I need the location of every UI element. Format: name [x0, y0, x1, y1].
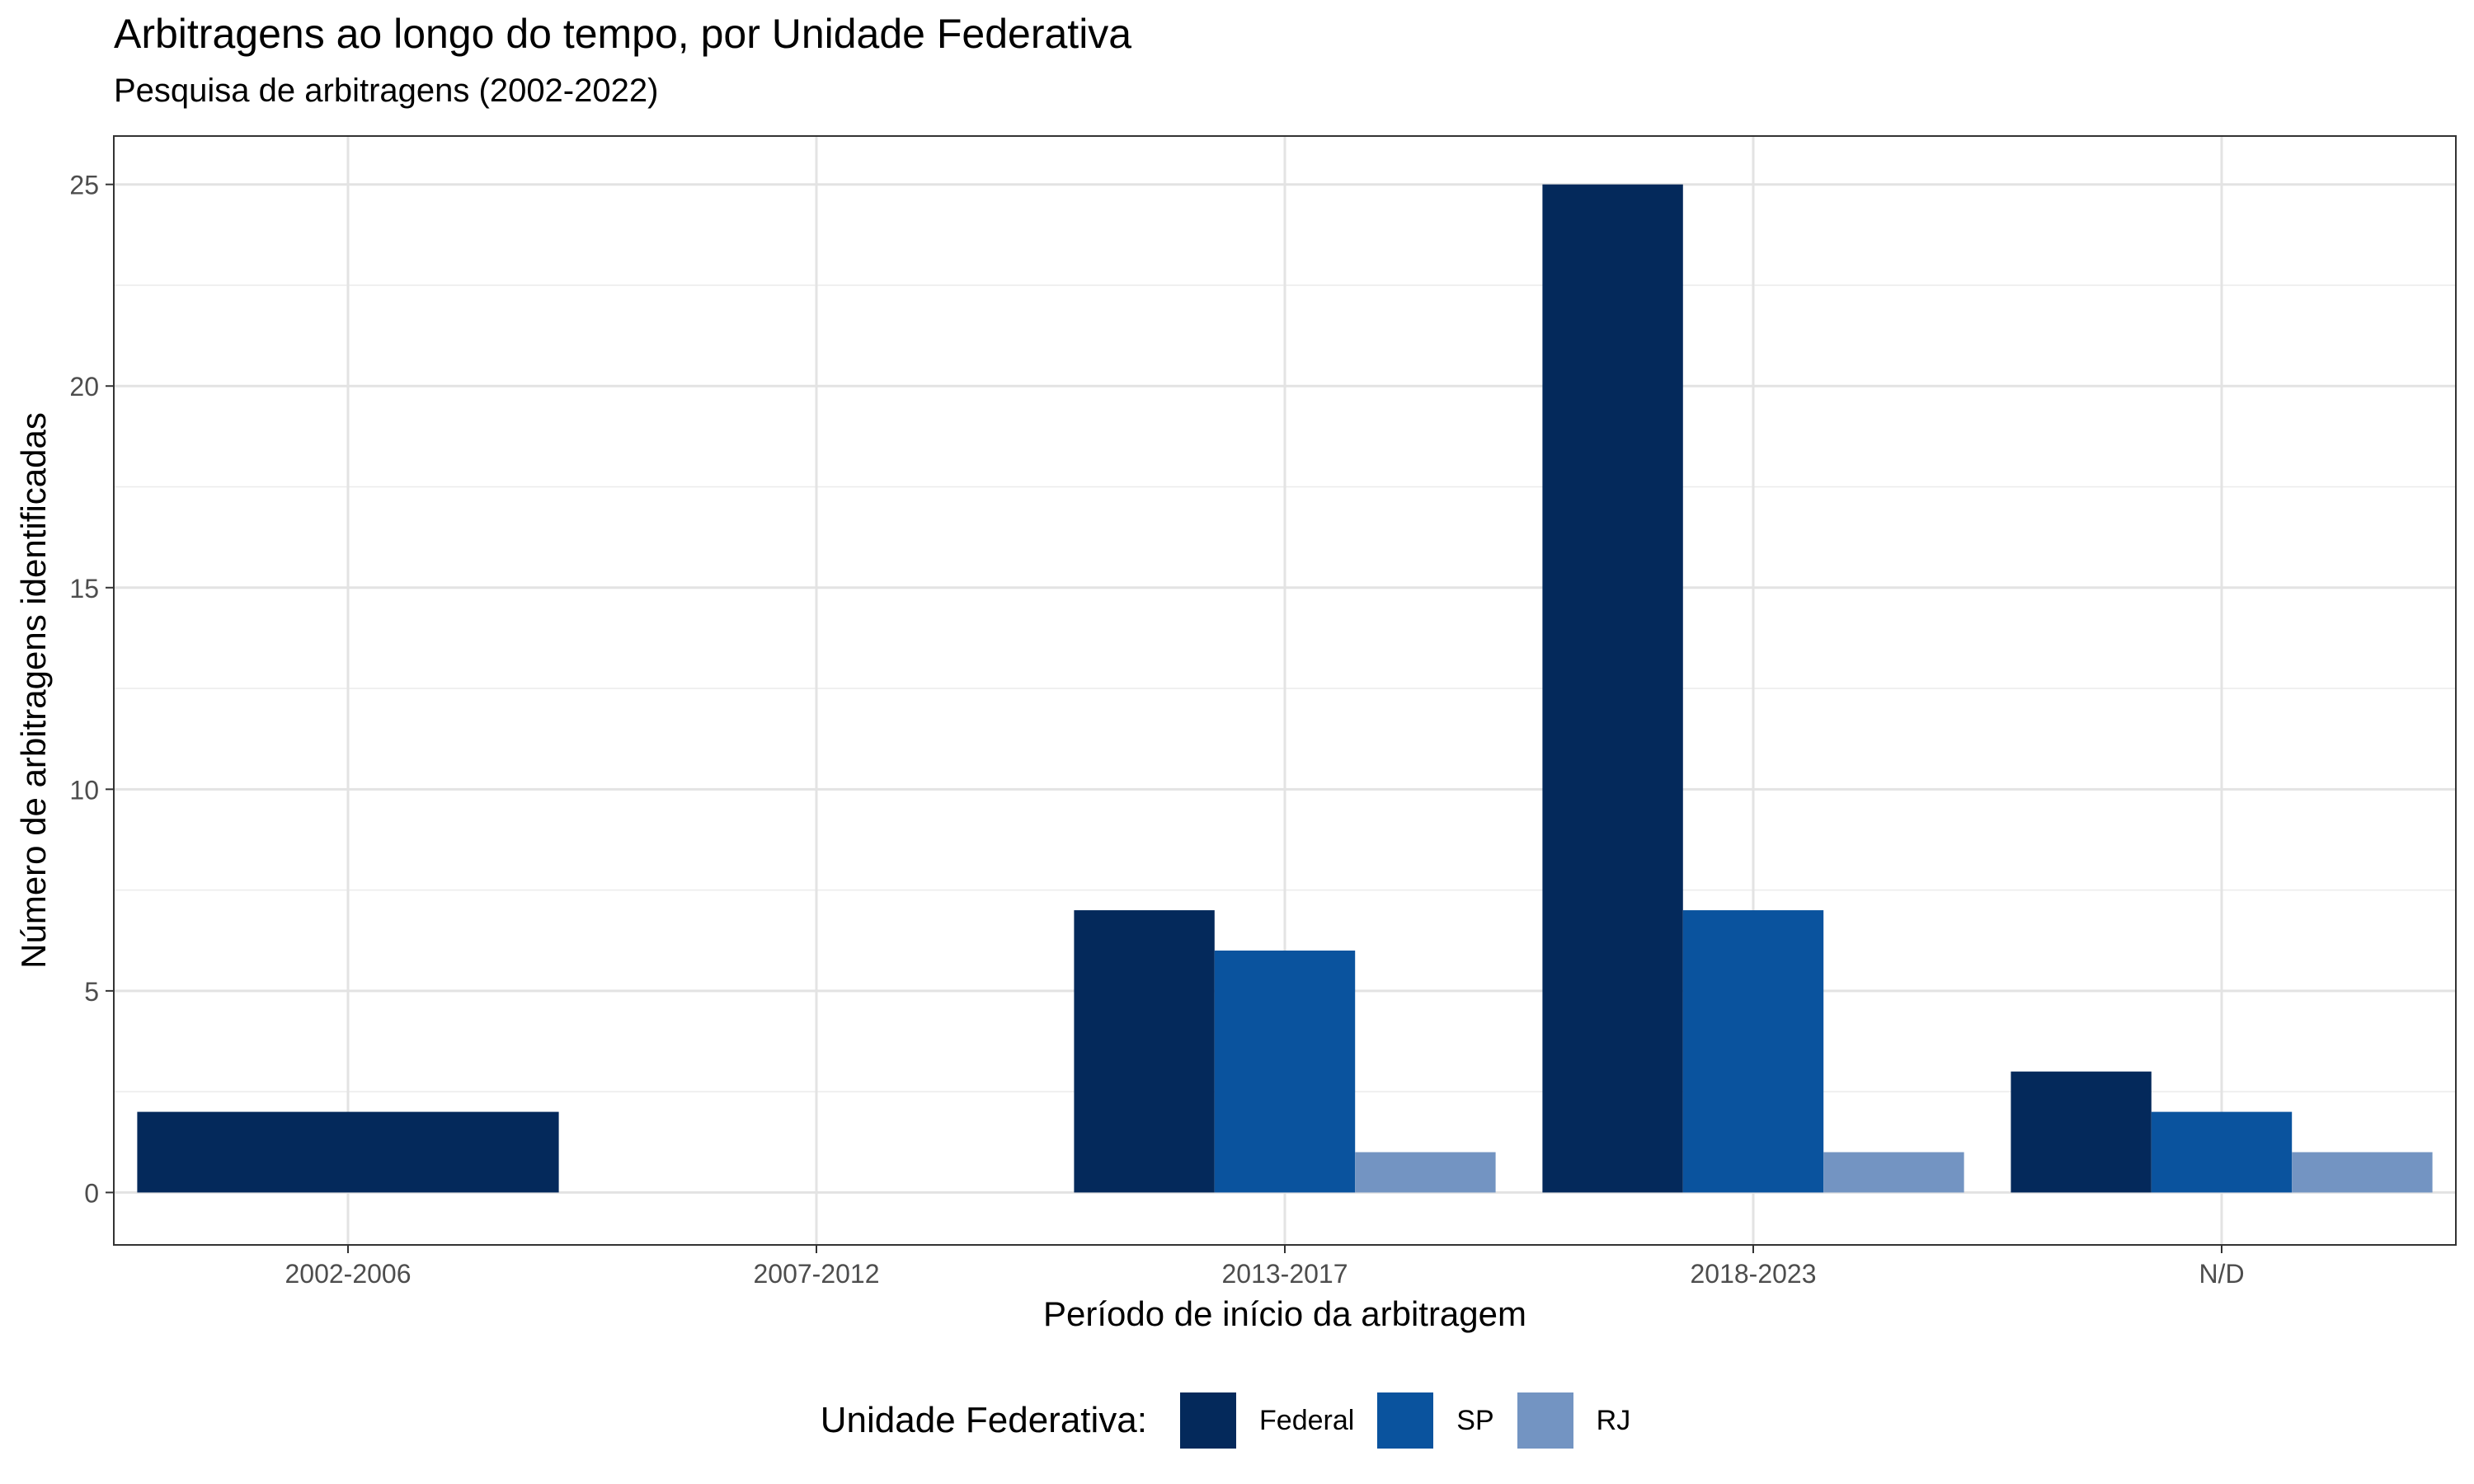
legend-item-sp: SP [1377, 1392, 1494, 1449]
legend-item-rj: RJ [1517, 1392, 1631, 1449]
legend-label-rj: RJ [1596, 1404, 1631, 1436]
axes: 0 5 10 15 20 25 2002-2006 2007-2012 2013-2017 201… [69, 171, 2244, 1289]
legend-item-federal: Federal [1180, 1392, 1354, 1449]
bar-sp-n-d [2151, 1111, 2293, 1193]
y-tick-label: 10 [69, 775, 99, 805]
y-axis-title: Número de arbitragens identificadas [14, 412, 53, 969]
legend-label-federal: Federal [1259, 1404, 1355, 1436]
legend: Unidade Federativa: Federal SP RJ [0, 1392, 2474, 1449]
chart-title: Arbitragens ao longo do tempo, por Unida… [114, 11, 1132, 57]
x-tick-label: 2002-2006 [285, 1259, 411, 1289]
bar-sp-2013-2017 [1214, 950, 1356, 1193]
x-tick-label: N/D [2199, 1259, 2244, 1289]
chart-subtitle: Pesquisa de arbitragens (2002-2022) [114, 73, 659, 109]
legend-label-sp: SP [1456, 1404, 1494, 1436]
y-tick-label: 25 [69, 171, 99, 200]
bar-rj-n-d [2292, 1152, 2433, 1193]
bar-federal-2018-2023 [1542, 184, 1683, 1193]
legend-title: Unidade Federativa: [820, 1400, 1148, 1440]
x-axis-title: Período de início da arbitragem [1043, 1294, 1526, 1333]
y-tick-label: 5 [84, 977, 99, 1007]
bars [137, 184, 2433, 1193]
bar-sp-2018-2023 [1682, 910, 1824, 1193]
bar-federal-n-d [2011, 1071, 2152, 1193]
legend-key-sp [1377, 1392, 1434, 1449]
legend-key-rj [1517, 1392, 1573, 1449]
x-tick-label: 2007-2012 [753, 1259, 879, 1289]
y-tick-label: 20 [69, 372, 99, 402]
y-tick-label: 0 [84, 1178, 99, 1208]
y-tick-label: 15 [69, 574, 99, 603]
bar-rj-2018-2023 [1823, 1152, 1964, 1193]
x-tick-label: 2018-2023 [1690, 1259, 1816, 1289]
legend-key-federal [1180, 1392, 1237, 1449]
x-tick-label: 2013-2017 [1221, 1259, 1348, 1289]
bar-rj-2013-2017 [1355, 1152, 1496, 1193]
bar-federal-2013-2017 [1074, 910, 1215, 1193]
bar-federal-2002-2006 [137, 1111, 559, 1193]
